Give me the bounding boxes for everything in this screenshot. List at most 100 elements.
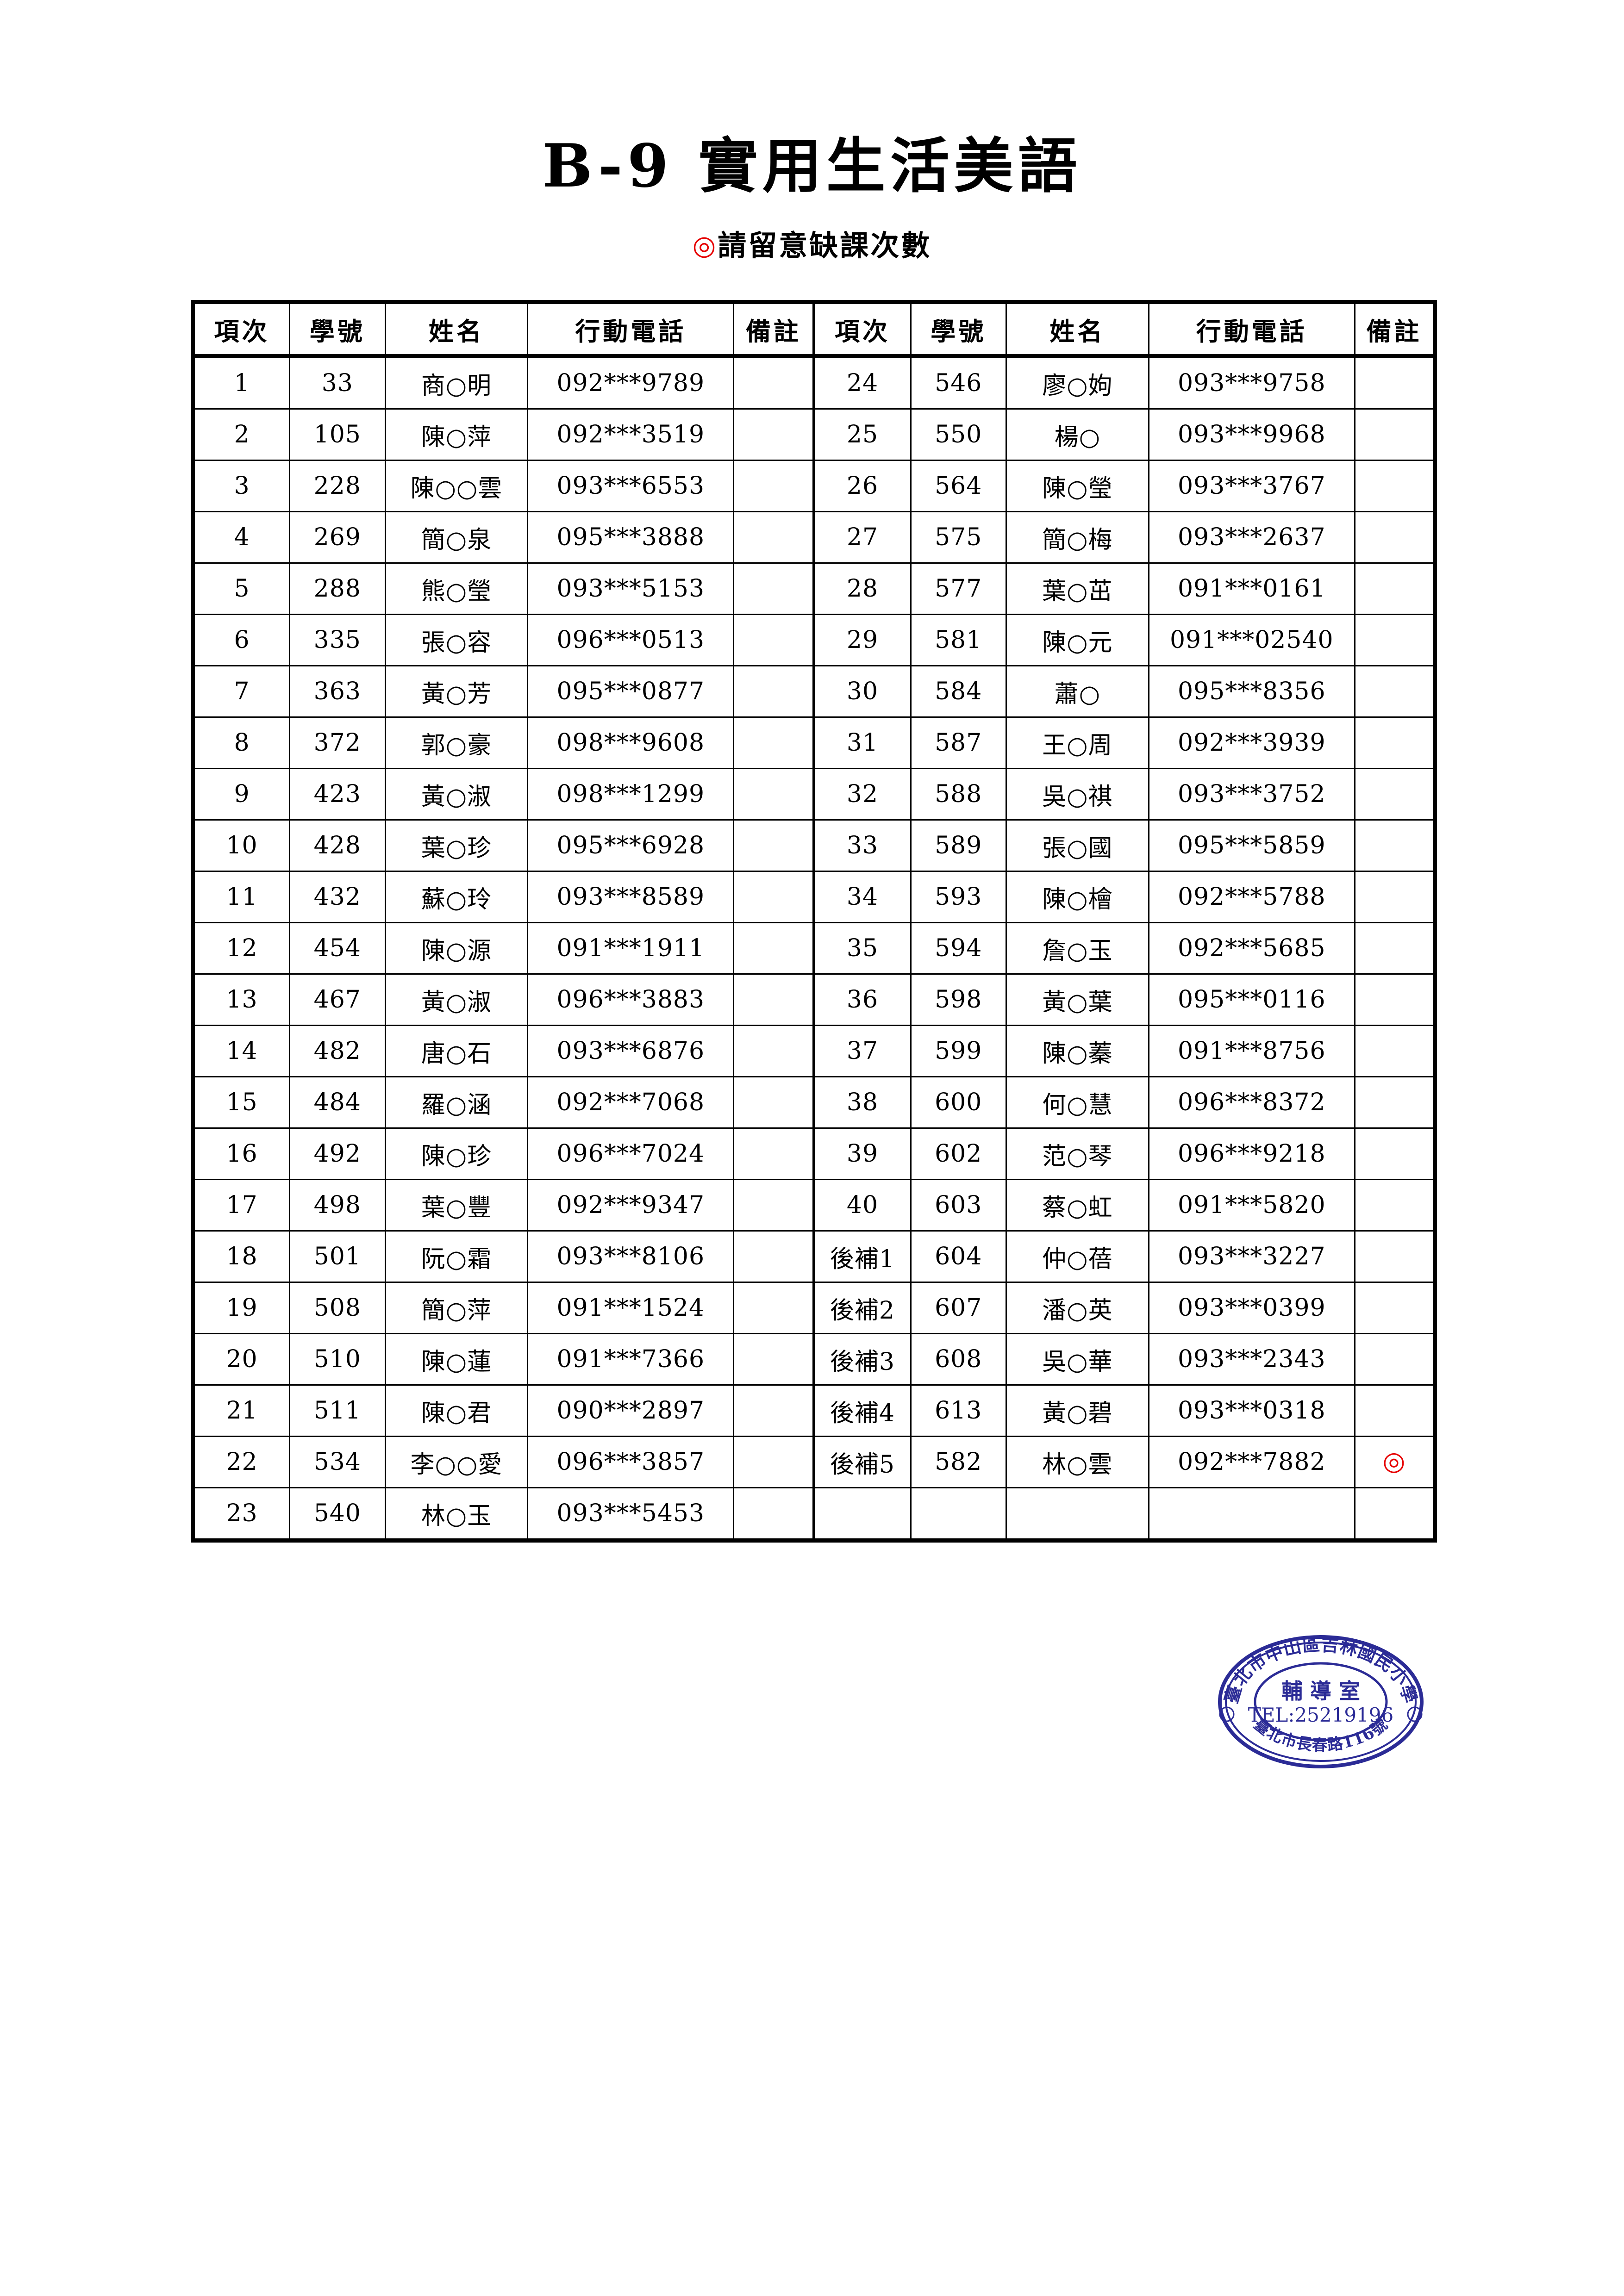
cell-id-left: 33 bbox=[289, 355, 386, 410]
cell-remark-right bbox=[1354, 716, 1437, 769]
cell-name-left: 唐○石 bbox=[384, 1025, 529, 1077]
cell-id-right: 603 bbox=[910, 1179, 1007, 1232]
table-row: 15 484 羅○涵 092***7068 38 600 何○慧 096***8372 bbox=[190, 1076, 1437, 1129]
svg-text:輔 導 室: 輔 導 室 bbox=[1281, 1679, 1360, 1704]
cell-name-left: 羅○涵 bbox=[384, 1076, 529, 1129]
cell-remark-left bbox=[733, 562, 815, 615]
cell-name-left: 陳○珍 bbox=[384, 1127, 529, 1180]
cell-name-left: 陳○蓮 bbox=[384, 1333, 529, 1386]
cell-no-right: 後補2 bbox=[812, 1282, 912, 1334]
cell-tel-left: 096***0513 bbox=[527, 614, 735, 666]
cell-tel-right: 093***0318 bbox=[1148, 1384, 1355, 1437]
cell-tel-left: 092***7068 bbox=[527, 1076, 735, 1129]
table-row: 7 363 黃○芳 095***0877 30 584 蕭○ 095***8356 bbox=[190, 665, 1437, 718]
table-row: 23 540 林○玉 093***5453 bbox=[190, 1487, 1437, 1543]
cell-remark-left bbox=[733, 408, 815, 461]
cell-id-right: 604 bbox=[910, 1230, 1007, 1283]
cell-no-right bbox=[812, 1487, 912, 1543]
cell-id-right: 581 bbox=[910, 614, 1007, 666]
cell-name-right: 蕭○ bbox=[1005, 665, 1149, 718]
cell-remark-right bbox=[1354, 1230, 1437, 1283]
cell-remark-right bbox=[1354, 1333, 1437, 1386]
header-tel-left: 行動電話 bbox=[527, 300, 735, 358]
header-id-right: 學號 bbox=[910, 300, 1007, 358]
cell-id-right: 602 bbox=[910, 1127, 1007, 1180]
cell-no-right: 24 bbox=[812, 355, 912, 410]
cell-remark-left bbox=[733, 355, 815, 410]
cell-no-right: 40 bbox=[812, 1179, 912, 1232]
cell-tel-right: 093***2637 bbox=[1148, 511, 1355, 564]
cell-remark-right bbox=[1354, 614, 1437, 666]
cell-tel-left: 093***8106 bbox=[527, 1230, 735, 1283]
header-remark-right: 備註 bbox=[1354, 300, 1437, 358]
cell-no-left: 23 bbox=[190, 1487, 291, 1543]
cell-name-right: 吳○祺 bbox=[1005, 768, 1149, 821]
table-row: 10 428 葉○珍 095***6928 33 589 張○國 095***5859 bbox=[190, 819, 1437, 872]
cell-name-right: 何○慧 bbox=[1005, 1076, 1149, 1129]
table-row: 4 269 簡○泉 095***3888 27 575 簡○梅 093***2637 bbox=[190, 511, 1437, 564]
cell-id-right bbox=[910, 1487, 1007, 1543]
cell-tel-left: 096***3857 bbox=[527, 1436, 735, 1488]
cell-tel-right: 095***8356 bbox=[1148, 665, 1355, 718]
cell-id-right: 598 bbox=[910, 973, 1007, 1026]
roster-table: 項次 學號 姓名 行動電話 備註 項次 學號 姓名 行動電話 備註 1 33 商○明… bbox=[190, 300, 1437, 1543]
cell-remark-left bbox=[733, 1436, 815, 1488]
cell-name-right: 蔡○虹 bbox=[1005, 1179, 1149, 1232]
cell-tel-left: 096***7024 bbox=[527, 1127, 735, 1180]
cell-name-right: 葉○茁 bbox=[1005, 562, 1149, 615]
cell-tel-right bbox=[1148, 1487, 1355, 1543]
cell-tel-right: 093***3752 bbox=[1148, 768, 1355, 821]
table-row: 8 372 郭○豪 098***9608 31 587 王○周 092***3939 bbox=[190, 716, 1437, 769]
cell-tel-right: 091***5820 bbox=[1148, 1179, 1355, 1232]
table-row: 18 501 阮○霜 093***8106 後補1 604 仲○蓓 093***3227 bbox=[190, 1230, 1437, 1283]
cell-no-left: 17 bbox=[190, 1179, 291, 1232]
cell-name-left: 黃○芳 bbox=[384, 665, 529, 718]
cell-id-left: 432 bbox=[289, 871, 386, 923]
cell-remark-right bbox=[1354, 871, 1437, 923]
cell-remark-right bbox=[1354, 1282, 1437, 1334]
cell-id-left: 105 bbox=[289, 408, 386, 461]
header-no-right: 項次 bbox=[812, 300, 912, 358]
cell-id-right: 564 bbox=[910, 460, 1007, 512]
cell-no-left: 15 bbox=[190, 1076, 291, 1129]
cell-name-left: 陳○源 bbox=[384, 922, 529, 975]
cell-no-right: 35 bbox=[812, 922, 912, 975]
cell-tel-right: 093***3767 bbox=[1148, 460, 1355, 512]
cell-remark-left bbox=[733, 1025, 815, 1077]
cell-id-right: 589 bbox=[910, 819, 1007, 872]
cell-id-right: 575 bbox=[910, 511, 1007, 564]
cell-tel-left: 096***3883 bbox=[527, 973, 735, 1026]
cell-name-left: 葉○珍 bbox=[384, 819, 529, 872]
table-row: 20 510 陳○蓮 091***7366 後補3 608 吳○華 093***2343 bbox=[190, 1333, 1437, 1386]
cell-id-left: 467 bbox=[289, 973, 386, 1026]
cell-no-left: 4 bbox=[190, 511, 291, 564]
cell-id-left: 540 bbox=[289, 1487, 386, 1543]
cell-remark-right bbox=[1354, 408, 1437, 461]
cell-remark-right bbox=[1354, 1127, 1437, 1180]
cell-remark-right bbox=[1354, 1384, 1437, 1437]
table-row: 3 228 陳○○雲 093***6553 26 564 陳○瑩 093***3767 bbox=[190, 460, 1437, 512]
cell-name-right: 潘○英 bbox=[1005, 1282, 1149, 1334]
table-header-row: 項次 學號 姓名 行動電話 備註 項次 學號 姓名 行動電話 備註 bbox=[190, 300, 1437, 358]
cell-no-right: 後補4 bbox=[812, 1384, 912, 1437]
cell-remark-right bbox=[1354, 1179, 1437, 1232]
cell-no-right: 26 bbox=[812, 460, 912, 512]
cell-name-right: 陳○元 bbox=[1005, 614, 1149, 666]
table-row: 14 482 唐○石 093***6876 37 599 陳○蓁 091***8756 bbox=[190, 1025, 1437, 1077]
cell-tel-left: 095***6928 bbox=[527, 819, 735, 872]
cell-no-right: 39 bbox=[812, 1127, 912, 1180]
cell-name-left: 商○明 bbox=[384, 355, 529, 410]
cell-id-right: 550 bbox=[910, 408, 1007, 461]
cell-tel-left: 098***9608 bbox=[527, 716, 735, 769]
cell-remark-left bbox=[733, 1384, 815, 1437]
table-row: 16 492 陳○珍 096***7024 39 602 范○琴 096***9218 bbox=[190, 1127, 1437, 1180]
cell-name-left: 郭○豪 bbox=[384, 716, 529, 769]
cell-no-left: 5 bbox=[190, 562, 291, 615]
cell-tel-right: 092***3939 bbox=[1148, 716, 1355, 769]
cell-no-right: 28 bbox=[812, 562, 912, 615]
cell-tel-right: 091***8756 bbox=[1148, 1025, 1355, 1077]
cell-no-right: 25 bbox=[812, 408, 912, 461]
cell-name-right: 陳○瑩 bbox=[1005, 460, 1149, 512]
cell-id-right: 577 bbox=[910, 562, 1007, 615]
